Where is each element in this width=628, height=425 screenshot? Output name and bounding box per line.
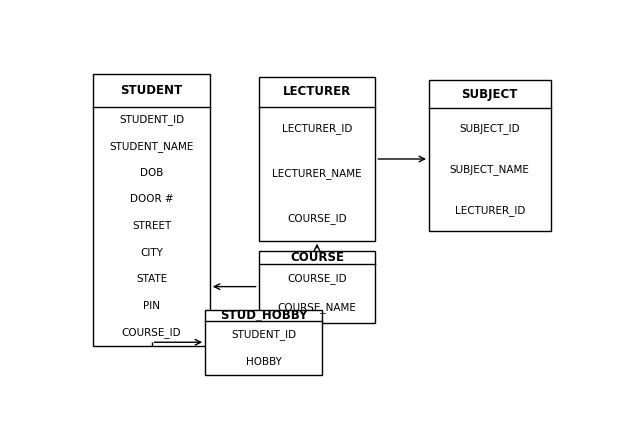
Text: COURSE_NAME: COURSE_NAME xyxy=(278,303,357,313)
Text: COURSE_ID: COURSE_ID xyxy=(122,327,181,338)
Bar xyxy=(429,80,551,231)
Text: DOB: DOB xyxy=(140,168,163,178)
Text: PIN: PIN xyxy=(143,301,160,311)
Text: COURSE_ID: COURSE_ID xyxy=(287,273,347,284)
Text: STUDENT_ID: STUDENT_ID xyxy=(231,329,296,340)
Text: LECTURER: LECTURER xyxy=(283,85,351,99)
Text: STUD_HOBBY: STUD_HOBBY xyxy=(220,309,307,322)
Text: DOOR #: DOOR # xyxy=(130,195,173,204)
Text: SUBJECT_ID: SUBJECT_ID xyxy=(460,123,520,133)
Bar xyxy=(259,251,376,323)
Text: LECTURER_ID: LECTURER_ID xyxy=(282,124,352,134)
Text: STUDENT_NAME: STUDENT_NAME xyxy=(109,141,193,152)
Text: CITY: CITY xyxy=(140,248,163,258)
Bar xyxy=(93,74,210,346)
Text: SUBJECT_NAME: SUBJECT_NAME xyxy=(450,164,529,175)
Text: STREET: STREET xyxy=(132,221,171,231)
Text: COURSE: COURSE xyxy=(290,251,344,264)
Text: STATE: STATE xyxy=(136,274,167,284)
Text: LECTURER_ID: LECTURER_ID xyxy=(455,205,525,216)
Text: LECTURER_NAME: LECTURER_NAME xyxy=(272,168,362,179)
Text: STUDENT_ID: STUDENT_ID xyxy=(119,114,184,125)
Text: COURSE_ID: COURSE_ID xyxy=(287,213,347,224)
Text: STUDENT: STUDENT xyxy=(121,84,183,97)
Text: SUBJECT: SUBJECT xyxy=(462,88,518,100)
Bar xyxy=(259,77,376,241)
Bar xyxy=(205,309,322,375)
Text: HOBBY: HOBBY xyxy=(246,357,281,366)
